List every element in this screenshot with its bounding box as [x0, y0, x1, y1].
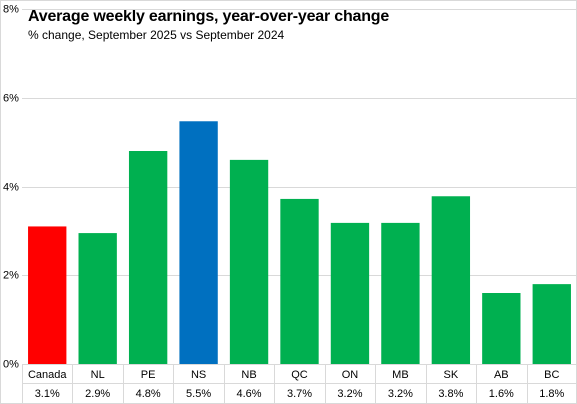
chart-subtitle: % change, September 2025 vs September 20…	[28, 28, 285, 42]
y-tick-label: 0%	[3, 359, 19, 371]
category-label: NB	[241, 369, 256, 381]
bar-ab	[482, 293, 521, 364]
y-tick-label: 4%	[3, 182, 19, 194]
category-label: QC	[291, 369, 308, 381]
value-label: 4.8%	[136, 388, 161, 400]
bar-mb	[381, 222, 420, 364]
value-label: 5.5%	[186, 388, 211, 400]
category-label: BC	[544, 369, 559, 381]
bar-bc	[532, 284, 571, 365]
bar-pe	[128, 151, 168, 364]
category-label: ON	[342, 369, 359, 381]
category-label: NS	[191, 369, 206, 381]
value-label: 4.6%	[237, 388, 262, 400]
y-tick-label: 8%	[3, 4, 19, 16]
bar-sk	[431, 196, 471, 364]
value-label: 3.7%	[287, 388, 312, 400]
y-tick-label: 2%	[3, 270, 19, 282]
bar-nl	[78, 233, 117, 364]
value-label: 1.8%	[539, 388, 564, 400]
value-label: 3.8%	[438, 388, 463, 400]
category-label: MB	[392, 369, 409, 381]
bar-canada	[28, 226, 67, 364]
value-label: 3.2%	[337, 388, 362, 400]
category-label: PE	[141, 369, 156, 381]
value-label: 1.6%	[489, 388, 514, 400]
value-label: 2.9%	[85, 388, 110, 400]
bar-on	[330, 222, 370, 364]
category-label: AB	[494, 369, 509, 381]
y-tick-label: 6%	[3, 93, 19, 105]
bar-ns	[179, 121, 218, 365]
category-label: SK	[444, 369, 459, 381]
category-label: Canada	[28, 369, 67, 381]
bar-nb	[229, 159, 269, 364]
value-label: 3.2%	[388, 388, 413, 400]
bar-qc	[280, 198, 319, 364]
value-label: 3.1%	[35, 388, 60, 400]
chart-title: Average weekly earnings, year-over-year …	[28, 8, 390, 25]
category-label: NL	[91, 369, 105, 381]
